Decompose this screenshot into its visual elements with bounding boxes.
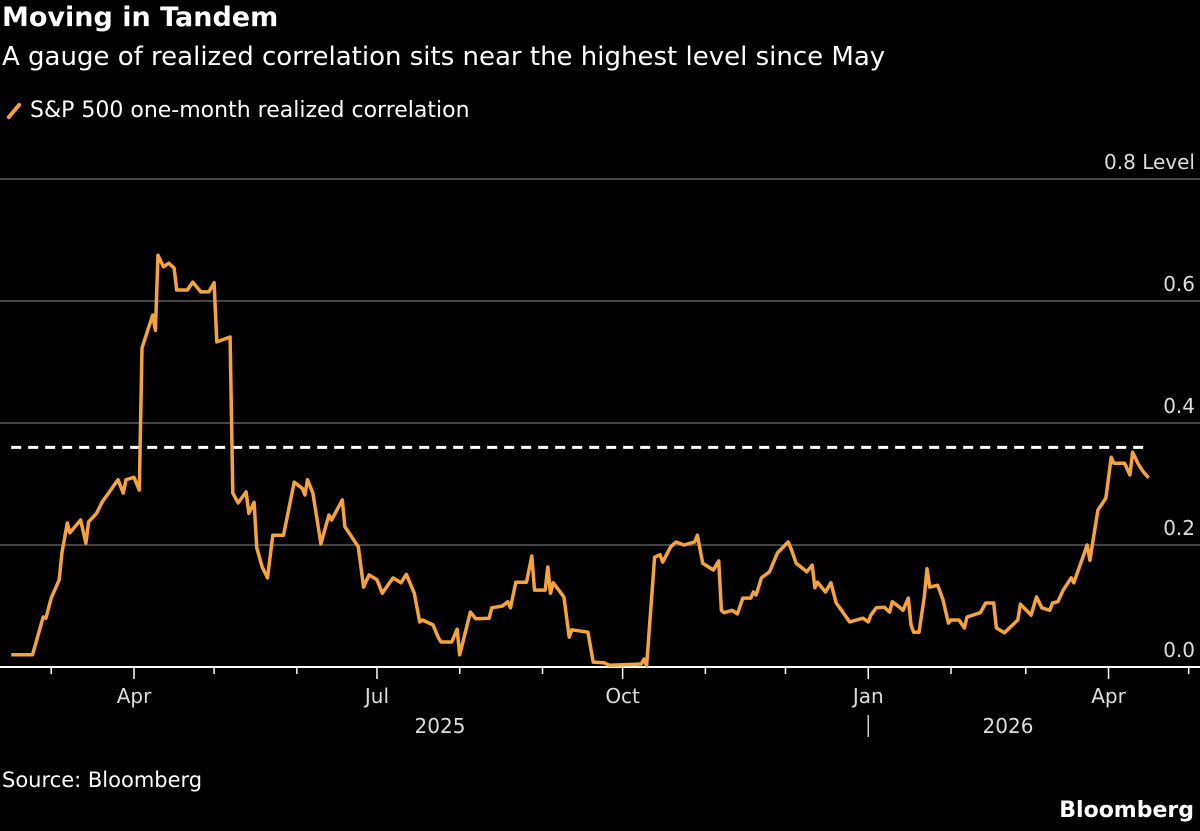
line-chart: 0.0 0.2 0.4 0.6 0.8 Level Apr Jul Oct Jan Apr 202… [0, 150, 1200, 738]
bloomberg-logo: Bloomberg [1059, 798, 1194, 823]
x-tick-label: Apr [1091, 684, 1126, 708]
chart-title: Moving in Tandem [2, 2, 279, 33]
series-line [11, 253, 1150, 668]
x-tick-label: Jan [851, 684, 884, 708]
legend: S&P 500 one-month realized correlation [4, 98, 470, 123]
source-note: Source: Bloomberg [2, 768, 203, 792]
x-tick-label: Oct [605, 684, 640, 708]
y-tick-label: 0.6 [1163, 272, 1195, 296]
y-tick-label: 0.0 [1163, 638, 1195, 662]
y-tick-label: 0.4 [1163, 394, 1195, 418]
chart-subtitle: A gauge of realized correlation sits nea… [2, 42, 886, 72]
x-tick-label: Jul [363, 684, 389, 708]
legend-label: S&P 500 one-month realized correlation [30, 98, 470, 123]
y-tick-label: 0.8 Level [1104, 150, 1195, 174]
x-axis: Apr Jul Oct Jan Apr 2025 2026 [0, 666, 1200, 738]
gridlines [0, 178, 1200, 546]
year-label: 2025 [415, 714, 466, 738]
y-tick-label: 0.2 [1163, 516, 1195, 540]
year-label: 2026 [983, 714, 1034, 738]
x-tick-label: Apr [117, 684, 152, 708]
y-axis-ticks: 0.0 0.2 0.4 0.6 0.8 Level [1104, 150, 1195, 662]
